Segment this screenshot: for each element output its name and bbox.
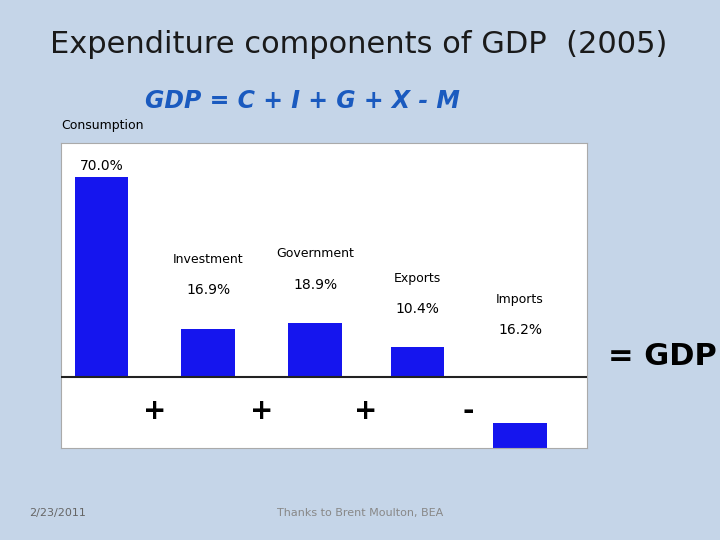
- Text: +: +: [354, 397, 377, 425]
- Text: Consumption: Consumption: [61, 119, 144, 132]
- Bar: [75, 177, 128, 377]
- Text: Imports: Imports: [496, 293, 544, 306]
- Text: +: +: [250, 397, 274, 425]
- Text: Investment: Investment: [173, 253, 243, 266]
- Text: GDP = C + I + G + X - M: GDP = C + I + G + X - M: [145, 89, 460, 113]
- Bar: [289, 323, 342, 377]
- Text: -: -: [462, 397, 474, 425]
- Text: = GDP: = GDP: [608, 342, 717, 371]
- Bar: [391, 347, 444, 377]
- Text: Expenditure components of GDP  (2005): Expenditure components of GDP (2005): [50, 30, 667, 59]
- Text: 16.9%: 16.9%: [186, 284, 230, 298]
- Text: 2/23/2011: 2/23/2011: [29, 508, 86, 518]
- Text: 16.2%: 16.2%: [498, 323, 542, 337]
- Bar: [181, 329, 235, 377]
- Bar: [493, 423, 546, 469]
- Text: 10.4%: 10.4%: [395, 302, 439, 316]
- Text: 70.0%: 70.0%: [79, 159, 123, 173]
- Text: Thanks to Brent Moulton, BEA: Thanks to Brent Moulton, BEA: [277, 508, 443, 518]
- Text: +: +: [143, 397, 166, 425]
- Text: Government: Government: [276, 247, 354, 260]
- Text: Exports: Exports: [394, 272, 441, 285]
- Text: 18.9%: 18.9%: [293, 278, 337, 292]
